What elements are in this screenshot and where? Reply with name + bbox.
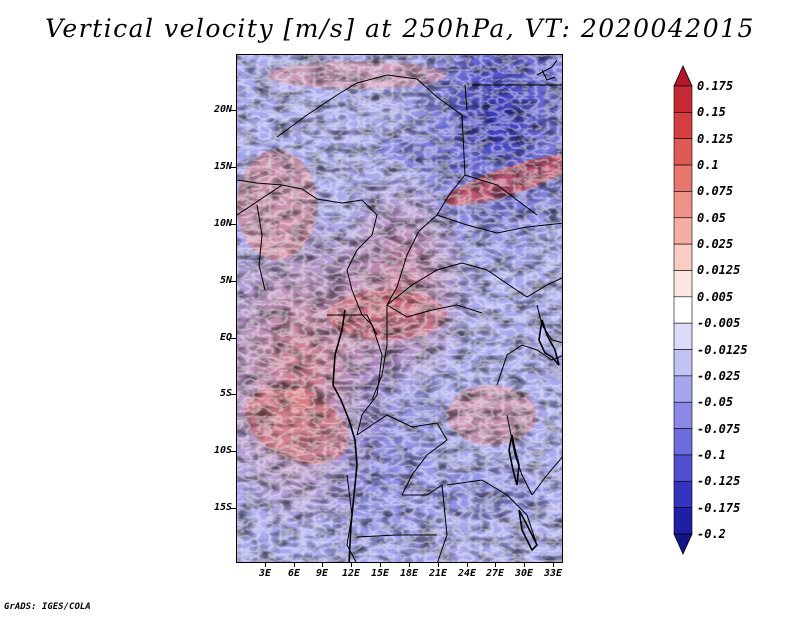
map-panel <box>236 54 563 563</box>
lon-tick <box>438 563 439 567</box>
lon-label: 3E <box>258 568 272 579</box>
lat-tick <box>230 508 236 509</box>
colorbar-swatch <box>673 85 693 113</box>
colorbar-swatch <box>673 428 693 456</box>
lat-label: EQ <box>219 332 232 343</box>
lon-tick <box>322 563 323 567</box>
lat-label: 15S <box>213 502 232 513</box>
colorbar-level-label: 0.1 <box>697 158 719 173</box>
lon-label: 33E <box>543 568 563 579</box>
colorbar-level-label: -0.125 <box>697 474 741 489</box>
lon-tick <box>265 563 266 567</box>
lat-label: 15N <box>213 161 232 172</box>
footer-credit: GrADS: IGES/COLA <box>4 602 91 612</box>
lon-label: 15E <box>370 568 390 579</box>
colorbar-swatch <box>673 243 693 271</box>
lon-tick <box>495 563 496 567</box>
lon-label: 21E <box>428 568 448 579</box>
lat-label: 10S <box>213 445 232 456</box>
lon-label: 30E <box>514 568 534 579</box>
colorbar-swatch <box>673 454 693 482</box>
colorbar-swatch <box>673 270 693 298</box>
colorbar-swatch <box>673 480 693 508</box>
lon-label: 27E <box>485 568 505 579</box>
lon-label: 12E <box>341 568 361 579</box>
lat-label: 5S <box>219 388 232 399</box>
colorbar-level-label: -0.175 <box>697 500 741 515</box>
colorbar-level-label: -0.005 <box>697 316 741 331</box>
colorbar-level-label: -0.0125 <box>697 342 748 357</box>
vertical-velocity-field <box>237 55 562 562</box>
colorbar <box>673 65 693 555</box>
colorbar-level-label: 0.005 <box>697 289 734 304</box>
lat-tick <box>230 110 236 111</box>
lat-label: 5N <box>219 275 232 286</box>
colorbar-level-label: 0.025 <box>697 237 734 252</box>
lon-tick <box>351 563 352 567</box>
lat-tick <box>230 451 236 452</box>
colorbar-swatch <box>673 349 693 377</box>
lon-tick <box>524 563 525 567</box>
colorbar-swatch <box>673 217 693 245</box>
lon-tick <box>380 563 381 567</box>
lon-tick <box>467 563 468 567</box>
lat-label: 20N <box>213 104 232 115</box>
colorbar-swatch <box>673 296 693 324</box>
colorbar-swatch <box>673 401 693 429</box>
colorbar-level-label: -0.025 <box>697 368 741 383</box>
lat-label: 10N <box>213 218 232 229</box>
colorbar-swatch <box>673 65 693 87</box>
lon-tick <box>409 563 410 567</box>
lon-tick <box>294 563 295 567</box>
lon-label: 9E <box>315 568 329 579</box>
lat-tick <box>230 224 236 225</box>
colorbar-level-label: 0.0125 <box>697 263 741 278</box>
colorbar-level-label: 0.05 <box>697 210 726 225</box>
colorbar-swatch <box>673 375 693 403</box>
colorbar-swatch <box>673 322 693 350</box>
lat-tick <box>230 281 236 282</box>
lon-label: 24E <box>457 568 477 579</box>
colorbar-level-label: 0.125 <box>697 131 734 146</box>
colorbar-swatch <box>673 191 693 219</box>
colorbar-swatch <box>673 164 693 192</box>
colorbar-level-label: -0.2 <box>697 527 726 541</box>
colorbar-level-label: -0.075 <box>697 421 741 436</box>
colorbar-swatch <box>673 112 693 140</box>
colorbar-level-label: -0.1 <box>697 447 726 462</box>
lon-label: 18E <box>399 568 419 579</box>
colorbar-level-label: 0.175 <box>697 79 734 93</box>
lon-label: 6E <box>287 568 301 579</box>
lon-tick <box>553 563 554 567</box>
plot-title: Vertical velocity [m/s] at 250hPa, VT: 2… <box>45 14 755 43</box>
colorbar-swatch <box>673 533 693 555</box>
lat-tick <box>230 394 236 395</box>
colorbar-swatch <box>673 138 693 166</box>
colorbar-level-label: 0.075 <box>697 184 734 199</box>
lat-tick <box>230 167 236 168</box>
colorbar-level-label: 0.15 <box>697 105 726 120</box>
colorbar-swatch <box>673 507 693 535</box>
lat-tick <box>230 338 236 339</box>
colorbar-level-label: -0.05 <box>697 395 734 410</box>
